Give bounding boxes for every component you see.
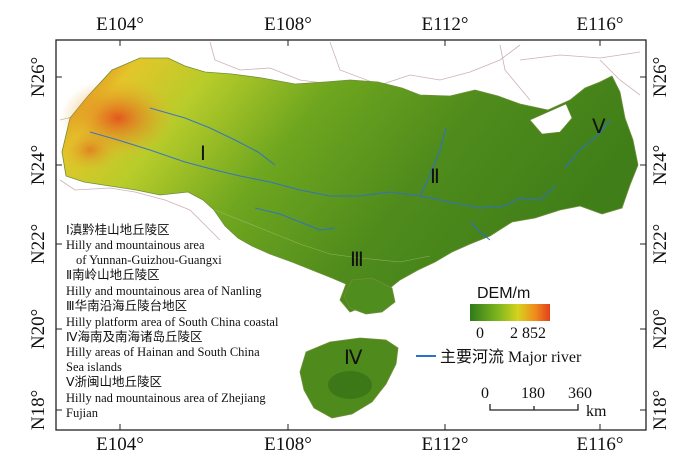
bottom-tick-label: E108° xyxy=(264,434,312,455)
top-tick-label: E104° xyxy=(96,14,144,35)
top-tick-label: E108° xyxy=(264,14,312,35)
bottom-axis: E104° E108° E112° E116° xyxy=(96,424,624,455)
scale-tick-label: 0 xyxy=(481,385,489,402)
legend-region-2-cn: Ⅱ南岭山地丘陵区 xyxy=(66,267,160,282)
internal-boundary xyxy=(214,209,431,263)
legend-region-1-en: Hilly and mountainous area xyxy=(66,238,205,252)
scale-unit: km xyxy=(586,403,607,420)
scale-tick-label: 360 xyxy=(568,385,592,402)
legend-region-3-cn: Ⅲ华南沿海丘陵台地区 xyxy=(66,298,187,313)
legend-region-5-en: Fujian xyxy=(66,406,99,420)
dem-legend-title: DEM/m xyxy=(477,285,530,302)
river-legend: 主要河流 Major river xyxy=(416,348,582,366)
bottom-tick-label: E116° xyxy=(577,434,624,455)
scale-bar: 0 180 360 km xyxy=(481,385,607,420)
legend-region-2-en: Hilly and mountainous area of Nanling xyxy=(66,284,262,298)
region-legend: Ⅰ滇黔桂山地丘陵区 Hilly and mountainous area of … xyxy=(66,222,279,420)
region-marker-2: Ⅱ xyxy=(430,166,440,188)
region-marker-1: Ⅰ xyxy=(200,143,206,165)
dem-color-ramp xyxy=(470,304,550,321)
legend-region-5-en: Hilly nad mountainous area of Zhejiang xyxy=(66,391,266,405)
hainan-highland xyxy=(328,371,372,399)
right-tick-label: N18° xyxy=(650,390,671,430)
right-tick-label: N22° xyxy=(650,224,671,264)
top-tick-label: E112° xyxy=(422,14,469,35)
region-marker-3: Ⅲ xyxy=(350,249,364,271)
legend-region-1-en: of Yunnan-Guizhou-Guangxi xyxy=(76,253,222,267)
left-axis: N26° N24° N22° N20° N18° xyxy=(28,57,62,430)
mainland-region xyxy=(61,57,639,313)
top-axis: E104° E108° E112° E116° xyxy=(96,14,624,46)
bottom-tick-label: E112° xyxy=(422,434,469,455)
left-tick-label: N24° xyxy=(28,145,49,185)
right-tick-label: N26° xyxy=(650,57,671,97)
scale-bar-line xyxy=(489,404,579,411)
bottom-tick-label: E104° xyxy=(96,434,144,455)
coastal-inlet xyxy=(529,103,573,135)
right-tick-label: N20° xyxy=(650,309,671,349)
highland-area-south xyxy=(60,128,120,172)
left-tick-label: N26° xyxy=(28,57,49,97)
region-marker-5: Ⅴ xyxy=(592,116,606,138)
dem-legend-max: 2 852 xyxy=(510,325,546,342)
river-legend-label: 主要河流 Major river xyxy=(440,348,582,366)
region-marker-4: Ⅳ xyxy=(344,347,363,369)
major-rivers xyxy=(89,107,611,241)
legend-region-4-en: Sea islands xyxy=(66,360,122,374)
dem-legend: DEM/m 0 2 852 xyxy=(470,285,550,342)
dem-legend-min: 0 xyxy=(476,325,484,342)
legend-region-4-cn: Ⅳ海南及南海诸岛丘陵区 xyxy=(66,329,203,344)
right-tick-label: N24° xyxy=(650,145,671,185)
scale-tick-label: 180 xyxy=(521,385,545,402)
right-axis: N26° N24° N22° N20° N18° xyxy=(640,57,671,430)
legend-region-4-en: Hilly areas of Hainan and South China xyxy=(66,345,260,359)
top-tick-label: E116° xyxy=(577,14,624,35)
peninsula-region xyxy=(343,277,396,315)
left-tick-label: N20° xyxy=(28,309,49,349)
legend-region-3-en: Hilly platform area of South China coast… xyxy=(66,315,279,329)
legend-region-1-cn: Ⅰ滇黔桂山地丘陵区 xyxy=(66,222,170,237)
legend-region-5-cn: Ⅴ浙闽山地丘陵区 xyxy=(66,374,162,389)
left-tick-label: N22° xyxy=(28,224,49,264)
left-tick-label: N18° xyxy=(28,390,49,430)
